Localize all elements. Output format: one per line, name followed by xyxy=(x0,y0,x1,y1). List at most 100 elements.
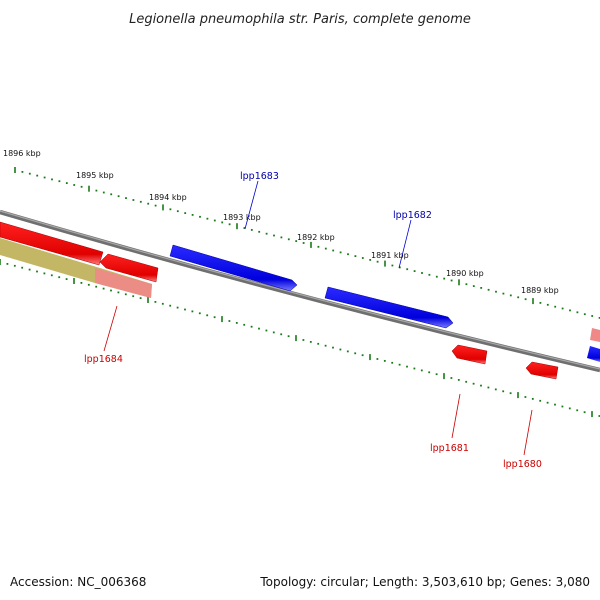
minor-tick xyxy=(524,298,527,301)
minor-tick xyxy=(6,263,9,265)
forward-gene-lpp1683[interactable] xyxy=(169,244,298,292)
gene-label-lpp1682[interactable]: lpp1682 xyxy=(393,210,432,221)
kbp-label: 1890 kbp xyxy=(446,269,484,278)
major-tick xyxy=(517,392,519,399)
minor-tick xyxy=(280,333,283,336)
major-tick xyxy=(458,279,460,286)
reverse-gene-edge-olive[interactable] xyxy=(0,238,152,298)
major-tick xyxy=(88,185,90,192)
minor-tick xyxy=(287,238,290,241)
minor-tick xyxy=(287,335,290,338)
minor-tick xyxy=(58,276,61,279)
minor-tick xyxy=(43,176,46,179)
reverse-gene-lpp1680[interactable] xyxy=(525,361,559,380)
minor-tick xyxy=(198,312,201,315)
minor-tick xyxy=(450,279,453,282)
minor-tick xyxy=(302,339,305,341)
minor-tick xyxy=(36,270,38,273)
minor-tick xyxy=(413,367,416,370)
minor-tick xyxy=(184,212,187,214)
minor-tick xyxy=(420,369,423,372)
reverse-gene-edge[interactable] xyxy=(0,221,104,266)
minor-tick xyxy=(480,287,483,289)
minor-tick xyxy=(213,316,216,319)
minor-tick xyxy=(391,361,394,364)
minor-tick xyxy=(361,257,364,259)
genome-backbone-highlight xyxy=(0,210,600,370)
minor-tick xyxy=(569,309,571,312)
kbp-label: 1895 kbp xyxy=(76,171,114,180)
minor-tick xyxy=(50,274,53,277)
minor-tick xyxy=(51,178,53,181)
minor-tick xyxy=(87,283,90,286)
minor-tick xyxy=(598,415,600,417)
minor-tick xyxy=(317,342,320,345)
minor-tick xyxy=(472,285,475,287)
minor-tick xyxy=(524,396,527,398)
minor-tick xyxy=(302,242,305,244)
minor-tick xyxy=(354,255,357,257)
forward-gene-edge[interactable] xyxy=(587,346,600,362)
minor-tick xyxy=(398,266,401,269)
minor-tick xyxy=(132,295,135,298)
minor-tick xyxy=(206,217,209,220)
forward-gene-lpp1682[interactable] xyxy=(324,286,454,329)
gene-label-lpp1684[interactable]: lpp1684 xyxy=(84,354,123,365)
reverse-gene-lpp1681[interactable] xyxy=(451,344,488,365)
minor-tick xyxy=(250,229,253,231)
minor-tick xyxy=(161,302,164,305)
minor-tick xyxy=(295,240,298,242)
minor-tick xyxy=(95,189,98,192)
minor-tick xyxy=(583,411,586,414)
minor-tick xyxy=(369,259,372,261)
minor-tick xyxy=(324,247,327,250)
minor-tick xyxy=(228,320,231,322)
minor-tick xyxy=(347,253,349,256)
minor-tick xyxy=(502,292,505,295)
minor-tick xyxy=(58,180,61,183)
minor-tick xyxy=(561,307,564,310)
major-tick xyxy=(14,167,16,173)
minor-tick xyxy=(487,386,490,389)
major-tick xyxy=(73,278,75,284)
minor-tick xyxy=(228,223,231,226)
leader-line xyxy=(451,393,461,439)
minor-tick xyxy=(509,392,512,395)
minor-tick xyxy=(554,403,556,406)
major-tick xyxy=(221,316,223,323)
minor-tick xyxy=(332,346,334,349)
kbp-scale: 1896 kbp 1895 kbp 1894 kbp 1893 kbp 1892… xyxy=(3,149,559,295)
minor-tick xyxy=(80,185,83,188)
gene-label-lpp1680[interactable]: lpp1680 xyxy=(503,459,542,470)
map-title: Legionella pneumophila str. Paris, compl… xyxy=(129,12,471,27)
gene-label-lpp1681[interactable]: lpp1681 xyxy=(430,443,469,454)
leader-line xyxy=(244,180,259,230)
minor-tick xyxy=(176,210,179,213)
reverse-gene-edge-right[interactable] xyxy=(590,328,600,342)
reverse-gene-lpp1684[interactable] xyxy=(99,253,159,283)
minor-tick xyxy=(243,323,246,326)
minor-tick xyxy=(184,308,186,311)
minor-tick xyxy=(213,219,216,222)
minor-tick xyxy=(13,264,16,267)
minor-tick xyxy=(125,197,127,199)
minor-tick xyxy=(598,317,600,319)
minor-tick xyxy=(154,301,157,303)
gene-label-lpp1683[interactable]: lpp1683 xyxy=(240,171,279,182)
minor-tick xyxy=(28,268,31,271)
minor-tick xyxy=(494,388,497,391)
major-tick xyxy=(236,223,238,230)
minor-tick xyxy=(428,371,431,374)
minor-tick xyxy=(28,172,31,175)
major-tick xyxy=(162,204,164,211)
minor-tick xyxy=(258,230,261,233)
minor-tick xyxy=(272,331,275,334)
minor-tick xyxy=(102,287,105,290)
kbp-label: 1896 kbp xyxy=(3,149,41,158)
minor-tick xyxy=(435,275,438,278)
accession-label: Accession: NC_006368 xyxy=(10,575,146,589)
forward-tick-row xyxy=(14,167,600,319)
minor-tick xyxy=(332,249,335,252)
